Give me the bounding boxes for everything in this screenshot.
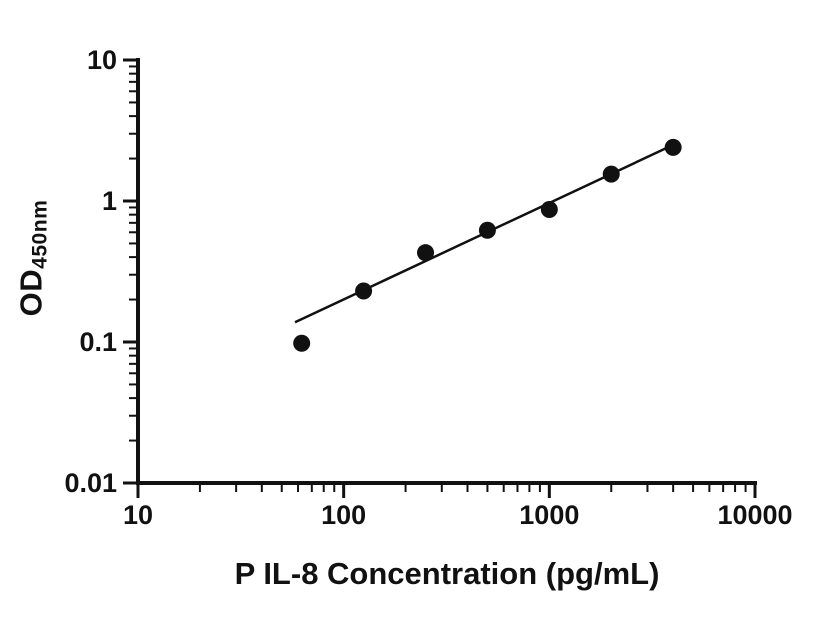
y-axis-title: OD450nm	[14, 200, 53, 317]
x-tick-label: 100	[321, 500, 366, 530]
data-point	[355, 282, 373, 300]
data-point	[478, 221, 496, 239]
x-axis-title: P IL-8 Concentration (pg/mL)	[234, 556, 660, 591]
x-tick-label: 10	[123, 500, 153, 530]
y-axis-title-subscript: 450nm	[28, 199, 52, 269]
data-point	[540, 201, 558, 219]
data-point	[293, 334, 311, 352]
y-tick-label: 10	[87, 45, 117, 75]
y-tick-label: 0.1	[79, 327, 117, 357]
x-tick-label: 1000	[519, 500, 579, 530]
y-tick-label: 1	[102, 186, 117, 216]
y-tick-label: 0.01	[64, 468, 117, 498]
data-point	[417, 244, 435, 262]
data-point	[664, 138, 682, 156]
y-axis-title-main: OD	[13, 268, 49, 317]
axis-spines	[136, 58, 757, 485]
data-point	[602, 165, 620, 183]
x-tick-label: 10000	[717, 500, 792, 530]
